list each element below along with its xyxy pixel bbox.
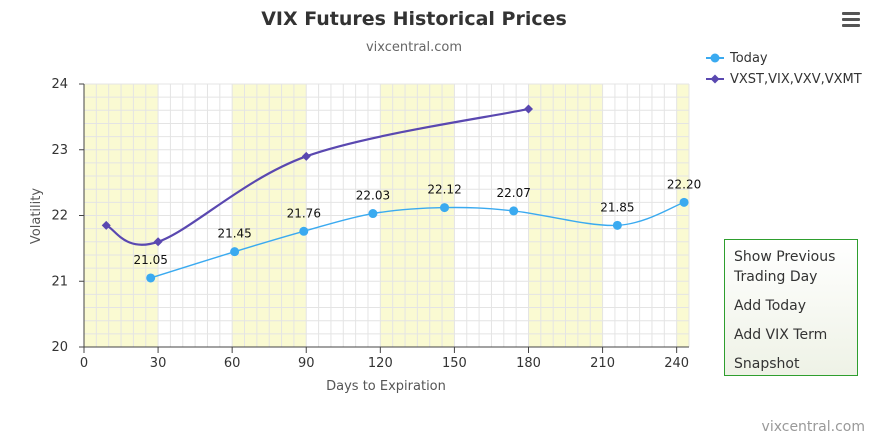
x-tick-label: 120 bbox=[368, 356, 393, 371]
menu-item-label-line2: Trading Day bbox=[734, 269, 818, 285]
x-axis-title: Days to Expiration bbox=[326, 379, 446, 394]
data-label: 21.05 bbox=[133, 253, 167, 267]
context-menu: Show Previous Trading Day Add Today Add … bbox=[724, 239, 858, 376]
chart-subtitle: vixcentral.com bbox=[366, 40, 462, 55]
x-tick-label: 210 bbox=[590, 356, 615, 371]
legend-marker bbox=[710, 53, 720, 63]
menu-item-show-previous-trading-day[interactable]: Show Previous Trading Day bbox=[725, 246, 857, 288]
y-tick-label: 23 bbox=[51, 143, 68, 158]
data-point bbox=[230, 247, 240, 257]
data-point bbox=[612, 220, 622, 230]
menu-item-add-vix-term[interactable]: Add VIX Term bbox=[725, 324, 857, 346]
y-tick-label: 22 bbox=[51, 209, 68, 224]
data-label: 22.03 bbox=[356, 189, 390, 203]
y-tick-label: 20 bbox=[51, 340, 68, 355]
x-tick-label: 150 bbox=[442, 356, 467, 371]
x-tick-label: 0 bbox=[80, 356, 88, 371]
data-point bbox=[679, 197, 689, 207]
y-tick-label: 21 bbox=[51, 274, 68, 289]
menu-item-label: Add VIX Term bbox=[734, 327, 828, 343]
series-line-1 bbox=[105, 107, 529, 246]
legend-item-label: Today bbox=[729, 51, 768, 66]
data-point bbox=[101, 220, 111, 230]
data-label: 21.45 bbox=[217, 227, 251, 241]
data-point bbox=[440, 203, 450, 213]
menu-item-label: Snapshot bbox=[734, 356, 800, 372]
menu-item-snapshot[interactable]: Snapshot bbox=[725, 353, 857, 375]
x-tick-label: 90 bbox=[298, 356, 315, 371]
menu-item-label: Add Today bbox=[734, 298, 807, 314]
data-label: 21.85 bbox=[600, 200, 634, 214]
data-point bbox=[509, 206, 519, 216]
data-point bbox=[146, 273, 156, 283]
x-tick-label: 30 bbox=[150, 356, 167, 371]
data-point bbox=[368, 209, 378, 219]
grid bbox=[83, 83, 690, 348]
data-label: 22.07 bbox=[496, 186, 530, 200]
data-label: 22.20 bbox=[667, 177, 701, 191]
series: 21.05 21.45 21.76 22.03 22.12 22.07 21.85 22.20 bbox=[101, 104, 701, 283]
y-tick-label: 24 bbox=[51, 77, 68, 92]
menu-item-add-today[interactable]: Add Today bbox=[725, 295, 857, 317]
legend-item-label: VXST,VIX,VXV,VXMT bbox=[730, 72, 862, 87]
chart-title: VIX Futures Historical Prices bbox=[261, 8, 567, 30]
hamburger-menu-icon[interactable] bbox=[838, 8, 864, 30]
data-point bbox=[299, 226, 309, 236]
axes: 0 30 60 90 120 150 180 210 240 20 21 22 23 24 bbox=[51, 77, 689, 371]
data-point bbox=[523, 104, 533, 114]
data-label: 22.12 bbox=[427, 183, 461, 197]
y-axis-title: Volatility bbox=[29, 188, 44, 244]
menu-item-label: Show Previous bbox=[734, 249, 836, 265]
legend[interactable]: Today VXST,VIX,VXV,VXMT bbox=[706, 51, 862, 87]
x-tick-label: 60 bbox=[224, 356, 241, 371]
data-label: 21.76 bbox=[287, 206, 321, 220]
legend-marker bbox=[710, 74, 720, 84]
credit-link[interactable]: vixcentral.com bbox=[762, 419, 865, 435]
x-tick-label: 240 bbox=[664, 356, 689, 371]
x-tick-label: 180 bbox=[516, 356, 541, 371]
data-point bbox=[153, 237, 163, 247]
data-point bbox=[301, 151, 311, 161]
